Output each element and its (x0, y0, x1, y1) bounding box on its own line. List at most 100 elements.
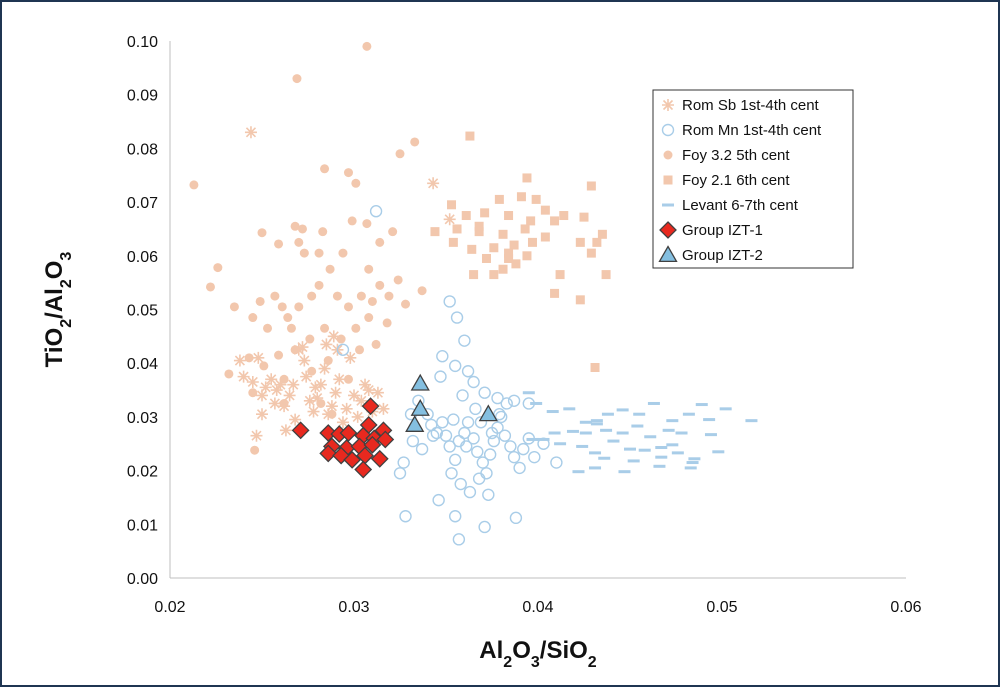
data-point (563, 407, 576, 411)
data-point (359, 378, 372, 391)
data-point (244, 126, 257, 139)
data-point (327, 409, 337, 419)
data-point (319, 444, 338, 463)
data-point (550, 216, 560, 226)
data-point (474, 227, 484, 237)
data-point (513, 461, 526, 475)
data-point (336, 416, 349, 429)
x-axis-title: Al2O3/SiO2 (479, 637, 597, 671)
data-point (607, 439, 620, 443)
data-point (469, 402, 482, 416)
data-point (537, 437, 550, 441)
data-point (351, 410, 364, 423)
data-point (307, 405, 320, 418)
data-point (467, 375, 480, 389)
data-point (432, 493, 445, 507)
data-point (478, 520, 491, 534)
data-point (325, 400, 338, 413)
data-point (343, 302, 353, 312)
data-point (430, 227, 440, 237)
data-point (382, 318, 392, 328)
data-point (327, 330, 340, 343)
y-tick-label: 0.01 (127, 517, 158, 534)
data-point (458, 334, 471, 347)
data-point (504, 211, 514, 221)
data-point (504, 253, 514, 263)
legend-marker (662, 203, 674, 207)
data-point (522, 251, 532, 261)
data-point (355, 394, 368, 407)
data-point (384, 291, 394, 301)
data-point (655, 455, 668, 459)
data-point (452, 224, 462, 234)
data-point (257, 228, 267, 238)
data-point (279, 398, 289, 408)
data-point (290, 221, 300, 231)
data-point (494, 194, 504, 204)
data-point (344, 351, 357, 364)
y-tick-label: 0.09 (127, 88, 158, 105)
data-point (224, 369, 234, 379)
data-point (516, 192, 526, 202)
data-point (559, 211, 569, 221)
data-point (289, 413, 302, 426)
data-point (463, 485, 477, 499)
data-point (319, 424, 338, 442)
data-point (436, 416, 449, 429)
data-point (237, 370, 250, 383)
data-point (695, 403, 708, 407)
x-tick-label: 0.05 (706, 599, 737, 616)
data-point (309, 381, 322, 394)
data-point (371, 339, 381, 349)
data-point (526, 437, 539, 441)
data-point (205, 282, 215, 292)
data-point (323, 356, 333, 366)
data-point (303, 394, 316, 407)
data-point (336, 343, 350, 356)
data-point (393, 275, 403, 285)
y-tick-label: 0.04 (127, 356, 158, 373)
data-point (362, 219, 372, 229)
data-point (616, 431, 629, 435)
legend-label: Foy 3.2 5th cent (682, 147, 790, 164)
data-point (550, 288, 560, 298)
data-point (686, 461, 699, 465)
data-point (311, 392, 324, 405)
data-point (633, 412, 646, 416)
data-point (375, 237, 385, 247)
data-point (682, 412, 695, 416)
data-point (460, 440, 473, 453)
data-point (555, 270, 565, 280)
data-point (252, 351, 265, 364)
subscript: 3 (58, 252, 75, 261)
data-point (290, 345, 300, 355)
data-point (351, 323, 361, 333)
data-point (655, 446, 668, 450)
data-point (467, 432, 480, 445)
data-point (410, 137, 420, 147)
legend-label: Group IZT-1 (682, 222, 763, 239)
data-point (292, 74, 302, 84)
data-point (397, 456, 410, 469)
data-point (461, 416, 475, 429)
data-point (399, 510, 412, 523)
data-point (644, 435, 657, 439)
data-point (575, 237, 585, 247)
data-point (540, 232, 550, 242)
y-tick-label: 0.00 (127, 571, 158, 588)
data-point (485, 426, 499, 440)
legend-label: Foy 2.1 6th cent (682, 172, 790, 189)
data-point (286, 323, 296, 333)
label-part: /SiO (540, 637, 588, 664)
data-point (316, 398, 326, 408)
data-point (554, 442, 567, 446)
data-point (279, 424, 292, 437)
data-point (469, 270, 479, 280)
data-point (471, 445, 484, 459)
data-point (647, 401, 660, 405)
data-point (472, 472, 486, 485)
data-point (291, 421, 310, 440)
data-point (244, 353, 254, 363)
data-point (449, 453, 462, 467)
data-point (592, 237, 602, 247)
